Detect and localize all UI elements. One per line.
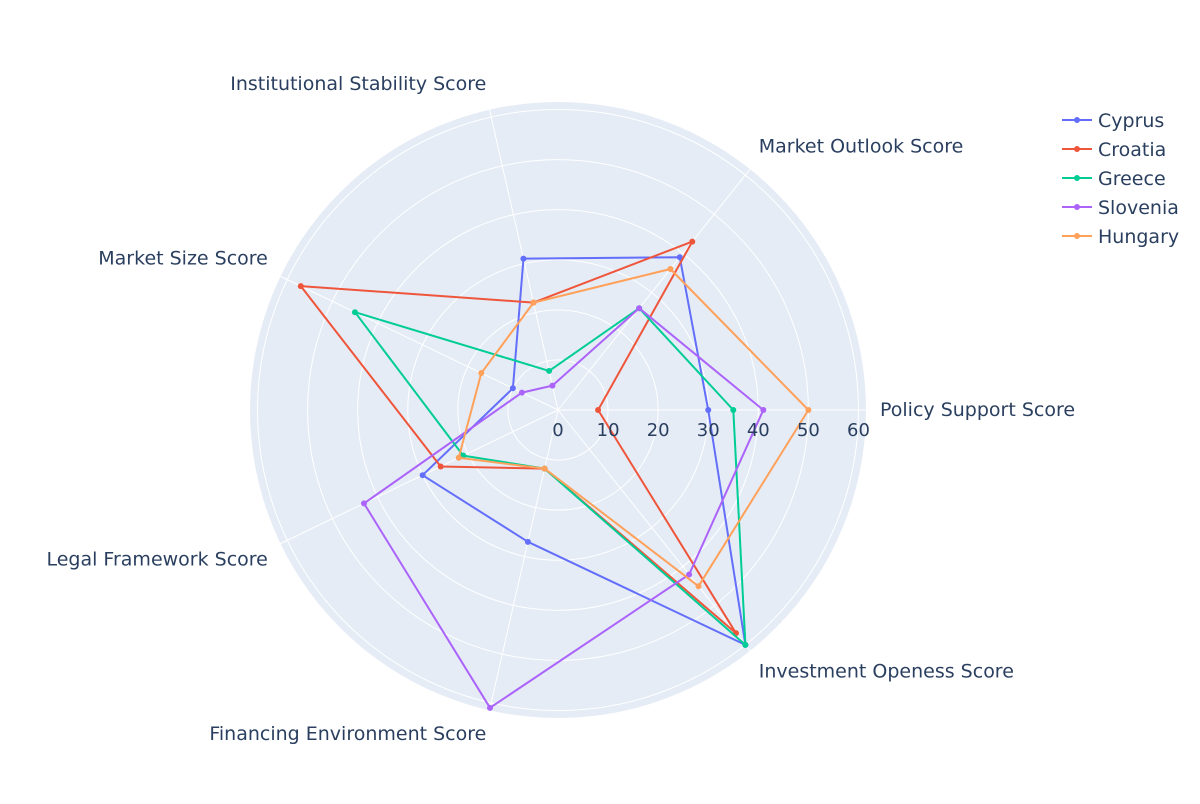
data-point [549, 382, 556, 389]
legend-item-greece[interactable]: Greece [1062, 168, 1166, 190]
data-point [689, 238, 696, 245]
legend-marker [1074, 233, 1080, 239]
data-point [595, 407, 602, 413]
data-point [460, 452, 467, 459]
legend-label: Slovenia [1098, 197, 1179, 219]
data-point [742, 641, 749, 648]
data-point [518, 389, 525, 396]
angular-axis-label: Financing Environment Score [209, 723, 486, 745]
angular-gridline [488, 409, 559, 711]
data-point [686, 571, 693, 578]
legend-label: Greece [1098, 168, 1166, 190]
data-point [805, 407, 812, 413]
radial-tick-label: 40 [747, 420, 770, 441]
data-point [478, 370, 485, 377]
data-point [455, 454, 462, 461]
data-point [437, 463, 444, 470]
legend-marker [1074, 146, 1080, 152]
data-point [520, 255, 527, 262]
data-point [297, 283, 304, 290]
data-point [360, 500, 367, 507]
legend-item-cyprus[interactable]: Cyprus [1062, 110, 1164, 132]
data-point [419, 472, 426, 479]
legend-item-croatia[interactable]: Croatia [1062, 139, 1166, 161]
data-point [667, 266, 674, 273]
series-line [299, 240, 737, 635]
legend-label: Cyprus [1098, 110, 1164, 132]
angular-axis-label: Market Size Score [98, 247, 268, 269]
legend-marker [1074, 117, 1080, 123]
radial-tick-label: 30 [697, 420, 720, 441]
angular-axis-label: Market Outlook Score [759, 135, 964, 157]
series-line [363, 307, 765, 709]
angular-axis-label: Investment Openess Score [759, 661, 1014, 683]
legend-marker [1074, 175, 1080, 181]
data-point [524, 538, 531, 545]
angular-gridline [557, 409, 751, 652]
data-point [487, 704, 494, 711]
data-point [509, 385, 516, 392]
data-point [546, 367, 553, 374]
radial-tick-label: 0 [552, 420, 563, 441]
legend-label: Croatia [1098, 139, 1166, 161]
angular-axis-label: Legal Framework Score [46, 549, 267, 571]
angular-gridline [280, 409, 559, 545]
data-point [705, 407, 712, 413]
legend-item-slovenia[interactable]: Slovenia [1062, 197, 1179, 219]
angular-axis-label: Policy Support Score [880, 399, 1075, 421]
radial-tick-label: 60 [847, 420, 870, 441]
data-point [351, 309, 358, 316]
series-line [354, 307, 747, 646]
data-point [541, 465, 548, 472]
legend-item-hungary[interactable]: Hungary [1062, 226, 1179, 248]
series-line [457, 268, 810, 588]
legend-marker [1074, 204, 1080, 210]
series-hungary [455, 266, 812, 590]
series-layer [297, 238, 812, 711]
data-point [530, 299, 537, 306]
radial-tick-labels: 0 10 20 30 40 50 60 [552, 420, 870, 441]
data-point [676, 254, 683, 261]
radial-tick-label: 20 [647, 420, 670, 441]
legend: Cyprus Croatia Greece Slovenia Hungary [1062, 110, 1179, 248]
radial-tick-label: 50 [797, 420, 820, 441]
legend-label: Hungary [1098, 226, 1179, 248]
data-point [695, 583, 702, 590]
angular-axis-label: Institutional Stability Score [230, 73, 486, 95]
data-point [730, 407, 737, 413]
data-point [760, 407, 767, 413]
angular-gridline [557, 168, 751, 411]
radial-tick-label: 10 [597, 420, 620, 441]
series-slovenia [360, 305, 767, 711]
data-point [636, 305, 643, 312]
angular-axis-labels: Policy Support Score Market Outlook Score… [46, 73, 1075, 745]
